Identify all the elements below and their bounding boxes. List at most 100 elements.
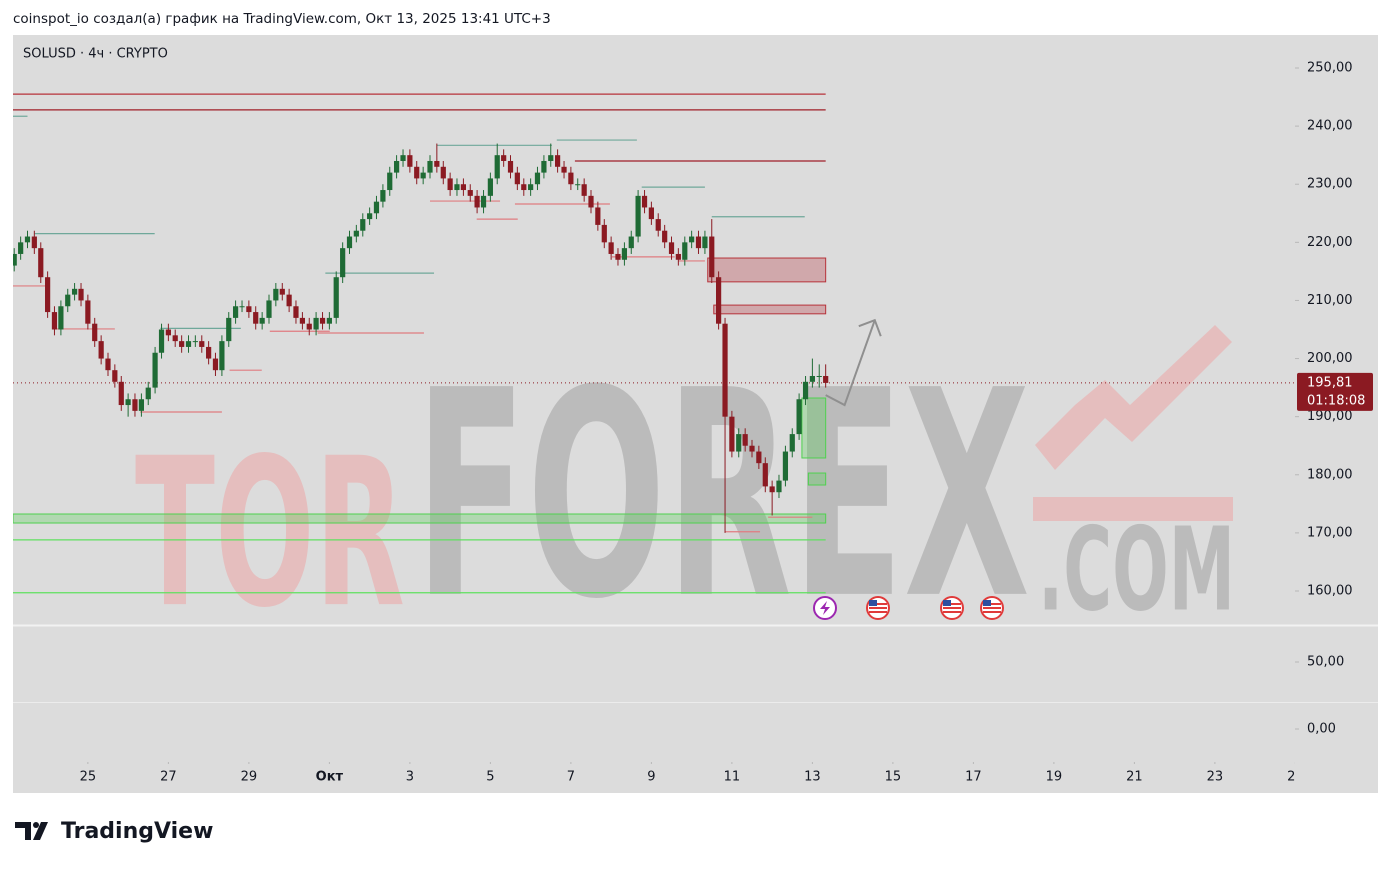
candle-body: [702, 236, 708, 249]
candle-body: [809, 375, 815, 382]
candle-body: [554, 155, 561, 167]
candle-body: [145, 387, 151, 400]
flag-canton: [943, 600, 951, 606]
candle-body: [668, 242, 675, 254]
candle-body: [333, 277, 339, 318]
candle-body: [682, 242, 688, 260]
candle-body: [749, 445, 755, 452]
event-icon[interactable]: [980, 596, 1004, 620]
candle-body: [635, 195, 641, 237]
candle-body: [45, 277, 51, 313]
x-tick-label: 3: [406, 770, 414, 785]
y-tick-label: 160,00: [1307, 584, 1353, 599]
symbol-title: SOLUSD · 4ч · CRYPTO: [23, 47, 168, 62]
candle-body: [340, 248, 346, 278]
candle-body: [387, 172, 393, 191]
y-tick-label: 240,00: [1307, 119, 1353, 134]
candle-body: [380, 190, 386, 202]
candle-body: [253, 312, 259, 324]
candle-body: [742, 434, 748, 446]
y-tick-label: 180,00: [1307, 467, 1353, 482]
countdown-label: 01:18:08: [1307, 393, 1365, 408]
candle-body: [78, 288, 84, 301]
candle-body: [360, 219, 366, 231]
candle-body: [105, 358, 111, 371]
candle-body: [98, 341, 104, 359]
candle-body: [414, 166, 420, 179]
candle-body: [528, 184, 534, 191]
candle-body: [199, 341, 205, 347]
candle-body: [246, 306, 252, 313]
event-icons: [813, 596, 1004, 620]
candle-body: [722, 323, 728, 417]
candle-body: [232, 306, 239, 318]
x-axis: 25 27 29 Окт 3 5 7 9 11 13 15 17 19 21 23 25: [80, 762, 1304, 785]
candle-body: [595, 207, 601, 225]
candle-body: [326, 317, 332, 324]
candle-body: [367, 213, 373, 220]
candle-body: [85, 300, 91, 324]
candle-body: [716, 277, 722, 324]
y-tick-label: 190,00: [1307, 409, 1353, 424]
x-tick-label: 25: [1287, 770, 1304, 785]
watermark-text: .COM: [1038, 504, 1235, 638]
y-tick-label: 170,00: [1307, 525, 1353, 540]
candle-body: [112, 370, 118, 382]
candle-body: [514, 172, 520, 185]
flag-canton: [869, 600, 877, 606]
candle-body: [769, 486, 775, 493]
candle-body: [313, 317, 319, 330]
candle-body: [373, 201, 380, 214]
candle-body: [299, 317, 306, 324]
candle-body: [440, 166, 446, 179]
candle-body: [816, 375, 822, 377]
candle-body: [273, 288, 279, 301]
arrow-head: [858, 318, 882, 337]
x-tick-label: 27: [160, 770, 177, 785]
y-tick-label: 0,00: [1307, 722, 1336, 737]
candle-body: [319, 317, 326, 324]
event-icon[interactable]: [866, 596, 890, 620]
tradingview-logo: TradingView: [15, 819, 213, 844]
candle-body: [306, 323, 312, 330]
x-tick-label: 29: [241, 770, 258, 785]
candle-body: [460, 184, 467, 191]
logo-text: TradingView: [61, 819, 213, 844]
candle-body: [286, 294, 292, 307]
candle-body: [206, 346, 212, 359]
candle-body: [179, 341, 185, 347]
candle-body: [293, 306, 299, 318]
candle-body: [641, 195, 648, 208]
candle-body: [507, 160, 514, 173]
candle-body: [601, 224, 607, 243]
candle-body: [454, 184, 460, 191]
projection-arrow: [825, 319, 876, 407]
x-tick-label: 23: [1207, 770, 1224, 785]
candle-body: [346, 236, 353, 249]
candle-body: [132, 399, 138, 411]
candle-body: [24, 236, 31, 243]
candle-body: [823, 375, 829, 383]
candle-body: [51, 312, 58, 330]
candle-body: [152, 352, 158, 388]
y-tick-label: 50,00: [1307, 654, 1344, 669]
zone: [13, 513, 827, 524]
candle-body: [534, 172, 541, 185]
candle-body: [407, 155, 413, 167]
watermark: TOR FOREX .COM: [135, 325, 1235, 662]
candle-body: [259, 317, 265, 324]
event-icon[interactable]: [940, 596, 964, 620]
candle-body: [729, 416, 735, 452]
candle-body: [608, 242, 614, 254]
candle-body: [353, 230, 359, 237]
y-tick-label: 250,00: [1307, 61, 1353, 76]
candle-body: [789, 434, 795, 452]
candle-body: [58, 306, 64, 330]
candle-body: [588, 195, 594, 208]
candle-body: [158, 329, 165, 353]
x-tick-label: 9: [647, 770, 655, 785]
candle-body: [776, 480, 782, 493]
y-tick-label: 200,00: [1307, 351, 1353, 366]
